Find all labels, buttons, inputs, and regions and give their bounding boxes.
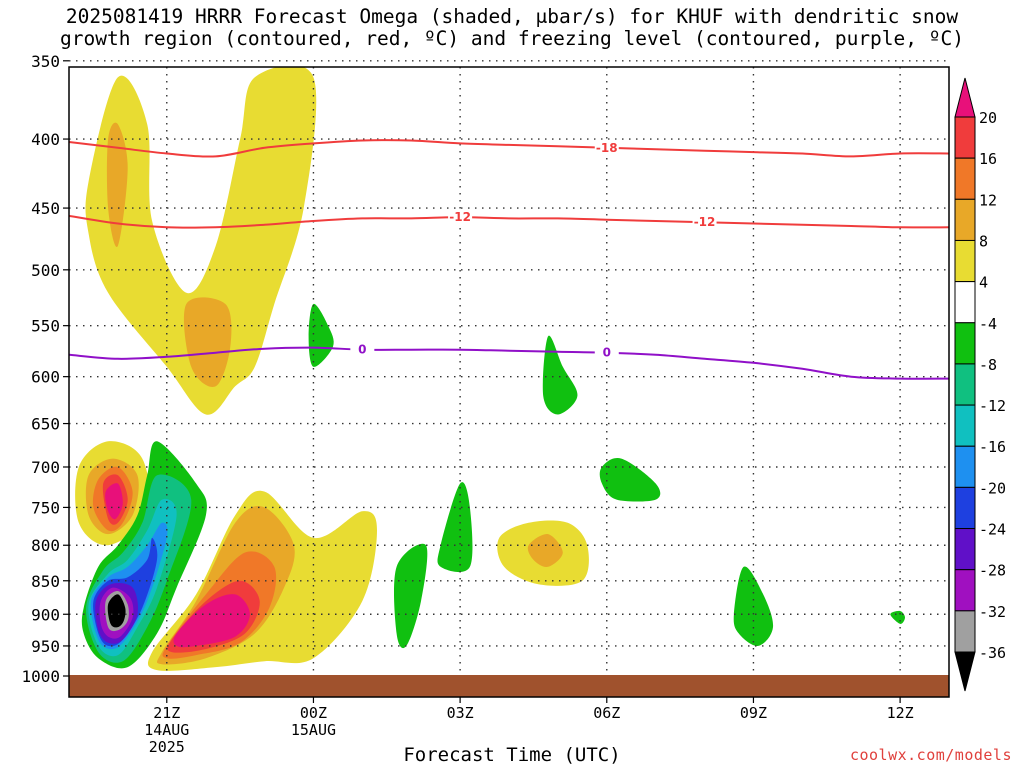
colorbar-swatch-11 bbox=[954, 569, 976, 612]
omega-region-4 bbox=[542, 335, 578, 415]
colorbar-bottom-arrow bbox=[954, 651, 976, 692]
y-tick-label-850: 850 bbox=[31, 572, 60, 591]
title-line-2: growth region (contoured, red, ºC) and f… bbox=[60, 27, 964, 50]
omega-shading bbox=[75, 67, 905, 671]
colorbar-label-3: 8 bbox=[979, 232, 988, 250]
y-tick-label-700: 700 bbox=[31, 458, 60, 477]
contour-label-bg-4 bbox=[594, 344, 619, 359]
contour-line--12 bbox=[69, 214, 949, 229]
y-tick-label-650: 650 bbox=[31, 415, 60, 434]
omega-region-24 bbox=[393, 543, 428, 649]
plot-frame bbox=[68, 66, 950, 698]
contour-label-bg-1 bbox=[448, 209, 473, 224]
colorbar-swatch-12 bbox=[954, 610, 976, 653]
colorbar: 20 16 12 8 4 -4 -8 -12 -16 -20 -24 -28 -32 -36 bbox=[954, 77, 1006, 692]
y-tick-label-550: 550 bbox=[31, 317, 60, 336]
x-tick-label-12Z: 12Z bbox=[887, 704, 914, 722]
x-tick-label-06Z: 06Z bbox=[593, 704, 620, 722]
colorbar-label-4: 4 bbox=[979, 274, 988, 292]
colorbar-swatch-9 bbox=[954, 486, 976, 530]
x-tick-label-03Z: 03Z bbox=[447, 704, 474, 722]
omega-region-30 bbox=[890, 610, 905, 624]
contour-label-1: -12 bbox=[449, 210, 471, 224]
y-tick-label-400: 400 bbox=[31, 130, 60, 149]
colorbar-label-6: -8 bbox=[979, 356, 997, 374]
contour-label-bg-2 bbox=[692, 214, 717, 229]
x-tick-label-00Z: 00Z bbox=[300, 704, 327, 722]
y-tick-label-900: 900 bbox=[31, 605, 60, 624]
contour-label-2: -12 bbox=[694, 215, 716, 229]
y-tick-label-750: 750 bbox=[31, 498, 60, 517]
colorbar-swatch-0 bbox=[954, 116, 976, 159]
contour-line-0 bbox=[69, 346, 949, 380]
x-date-label-00Z: 15AUG bbox=[291, 721, 336, 739]
colorbar-label-5: -4 bbox=[979, 315, 997, 333]
omega-region-14 bbox=[173, 594, 250, 648]
omega-region-28 bbox=[599, 457, 661, 502]
colorbar-label-11: -28 bbox=[979, 562, 1006, 580]
colorbar-label-0: 20 bbox=[979, 109, 997, 127]
colorbar-swatch-7 bbox=[954, 404, 976, 447]
ground-surface bbox=[69, 675, 949, 697]
colorbar-label-12: -32 bbox=[979, 603, 1006, 621]
credit-link[interactable]: coolwx.com/models bbox=[849, 746, 1012, 764]
contour-label-0: -18 bbox=[596, 141, 618, 155]
contour-label-3: 0 bbox=[358, 343, 366, 357]
contour-line--18 bbox=[69, 139, 949, 158]
colorbar-swatch-4 bbox=[954, 281, 976, 324]
title-line-1: 2025081419 HRRR Forecast Omega (shaded, … bbox=[65, 5, 959, 28]
colorbar-swatch-1 bbox=[954, 157, 976, 200]
colorbar-label-10: -24 bbox=[979, 521, 1006, 539]
y-tick-label-950: 950 bbox=[31, 637, 60, 656]
omega-region-9 bbox=[105, 483, 123, 520]
colorbar-label-8: -16 bbox=[979, 438, 1006, 456]
pressure-axis: 2503003504004505005506006507007508008509… bbox=[21, 52, 69, 686]
colorbar-label-2: 12 bbox=[979, 191, 997, 209]
omega-region-2 bbox=[183, 297, 232, 388]
colorbar-swatch-8 bbox=[954, 445, 976, 488]
omega-region-27 bbox=[527, 533, 563, 567]
chart-title: 2025081419 HRRR Forecast Omega (shaded, … bbox=[0, 6, 1024, 50]
x-tick-label-21Z: 21Z bbox=[153, 704, 180, 722]
colorbar-label-1: 16 bbox=[979, 150, 997, 168]
contour-label-bg-0 bbox=[594, 139, 619, 154]
y-tick-label-350: 350 bbox=[31, 52, 60, 71]
colorbar-swatch-3 bbox=[954, 239, 976, 283]
y-tick-label-450: 450 bbox=[31, 199, 60, 218]
x-tick-label-09Z: 09Z bbox=[740, 704, 767, 722]
y-tick-label-800: 800 bbox=[31, 536, 60, 555]
x-axis-title: Forecast Time (UTC) bbox=[403, 744, 621, 766]
colorbar-swatch-6 bbox=[954, 363, 976, 406]
omega-region-3 bbox=[308, 303, 334, 367]
omega-region-1 bbox=[106, 122, 128, 247]
colorbar-swatch-2 bbox=[954, 198, 976, 241]
colorbar-swatch-10 bbox=[954, 528, 976, 571]
colorbar-label-13: -36 bbox=[979, 644, 1006, 662]
y-tick-label-500: 500 bbox=[31, 261, 60, 280]
x-date-label-21Z: 14AUG bbox=[144, 721, 189, 739]
colorbar-swatch-5 bbox=[954, 322, 976, 365]
colorbar-top-arrow bbox=[954, 77, 976, 118]
temperature-contours: -18 -12 -12 0 0 bbox=[69, 139, 949, 380]
omega-region-25 bbox=[437, 482, 473, 573]
y-tick-label-600: 600 bbox=[31, 368, 60, 387]
omega-region-0 bbox=[85, 67, 317, 415]
x-year-label-21Z: 2025 bbox=[149, 738, 185, 756]
colorbar-label-9: -20 bbox=[979, 479, 1006, 497]
contour-label-bg-3 bbox=[350, 341, 375, 356]
omega-region-23 bbox=[107, 594, 126, 628]
y-tick-label-1000: 1000 bbox=[21, 667, 60, 686]
contour-label-4: 0 bbox=[603, 346, 611, 360]
colorbar-label-7: -12 bbox=[979, 397, 1006, 415]
